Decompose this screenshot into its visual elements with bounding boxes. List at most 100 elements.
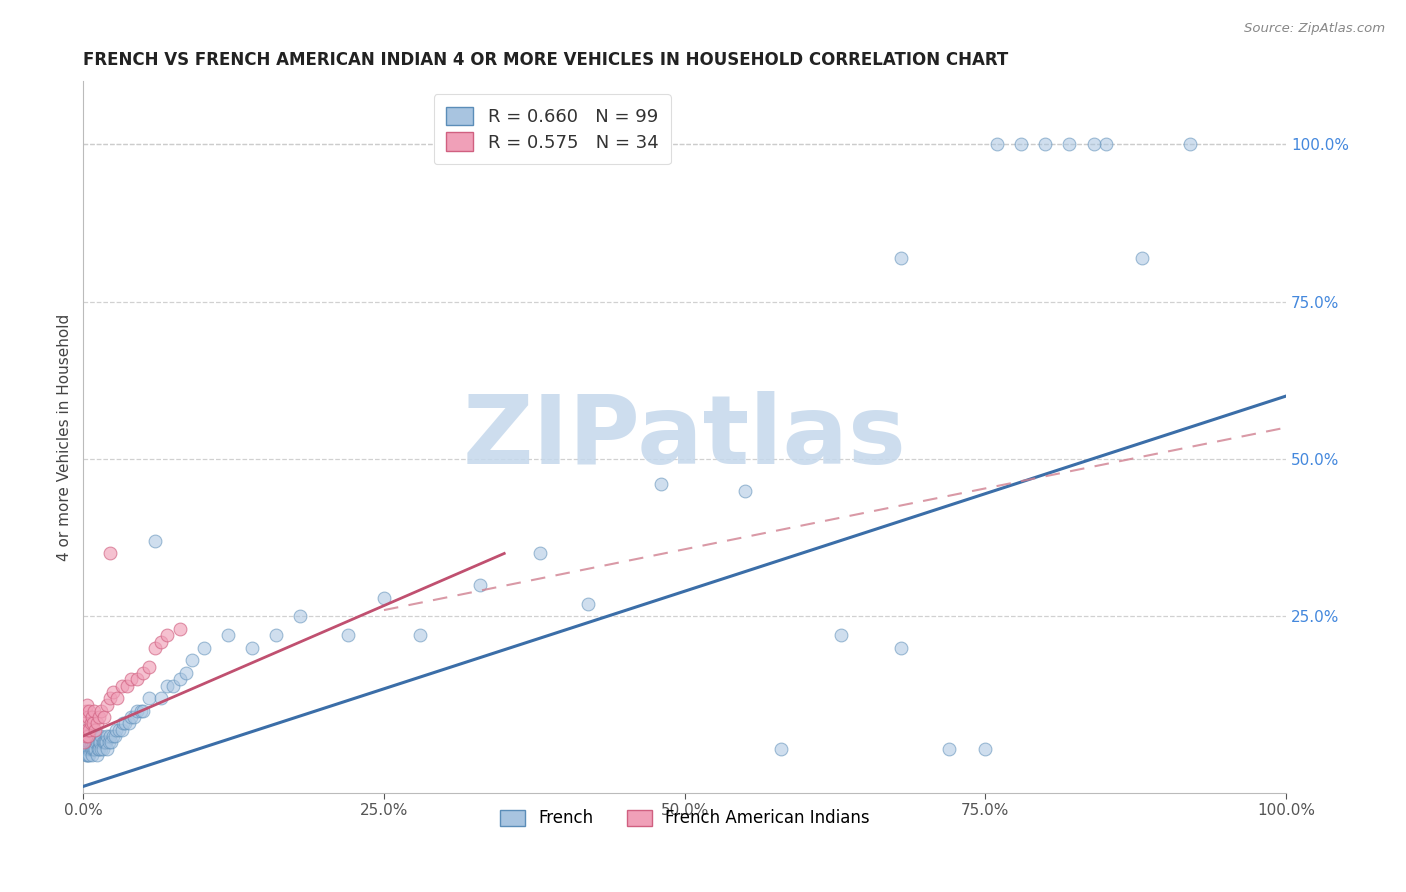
Point [373,591,395,605]
Point [76,723,98,737]
Y-axis label: 4 or more Vehicles in Household: 4 or more Vehicles in Household [58,313,72,561]
Point [75,729,97,743]
Point [145,640,167,655]
Point [87,741,110,756]
Point [93,710,115,724]
Point [83,729,105,743]
Point [111,716,134,731]
Point [650,477,672,491]
Point [127,704,149,718]
Point [156,679,179,693]
Point [169,673,191,687]
Point [97,735,120,749]
Point [75,741,97,756]
Point [115,679,138,693]
Point [79,723,101,737]
Point [122,710,145,724]
Point [174,666,197,681]
Point [336,628,359,642]
Point [1059,137,1081,152]
Text: Source: ZipAtlas.com: Source: ZipAtlas.com [1244,22,1385,36]
Point [79,741,101,756]
Point [91,735,114,749]
Point [104,723,127,737]
Point [91,741,114,756]
Point [82,716,104,731]
Point [82,729,104,743]
Point [409,628,432,642]
Point [86,716,108,731]
Point [114,716,136,731]
Point [79,729,101,743]
Point [890,640,912,655]
Point [75,747,97,762]
Point [138,691,160,706]
Text: FRENCH VS FRENCH AMERICAN INDIAN 4 OR MORE VEHICLES IN HOUSEHOLD CORRELATION CHA: FRENCH VS FRENCH AMERICAN INDIAN 4 OR MO… [83,51,1008,69]
Point [77,729,100,743]
Point [103,729,125,743]
Point [240,640,263,655]
Point [529,546,551,560]
Point [76,741,98,756]
Point [120,673,142,687]
Point [769,741,792,756]
Point [103,729,125,743]
Point [79,729,101,743]
Point [150,634,173,648]
Point [75,723,97,737]
Point [1178,137,1201,152]
Point [79,716,101,731]
Point [578,597,600,611]
Point [80,747,103,762]
Point [82,735,104,749]
Point [77,710,100,724]
Point [77,747,100,762]
Point [87,735,110,749]
Point [1083,137,1105,152]
Point [830,628,852,642]
Point [80,729,103,743]
Point [98,691,121,706]
Point [890,251,912,265]
Point [86,735,108,749]
Point [87,741,110,756]
Point [118,716,141,731]
Point [217,628,239,642]
Point [288,609,311,624]
Point [98,546,121,560]
Point [938,741,960,756]
Point [84,729,107,743]
Point [79,735,101,749]
Point [82,741,104,756]
Point [138,659,160,673]
Point [73,716,96,731]
Point [98,729,121,743]
Point [264,628,287,642]
Point [150,691,173,706]
Point [132,704,155,718]
Point [1130,251,1153,265]
Point [84,735,107,749]
Point [84,723,107,737]
Point [129,704,152,718]
Point [94,735,117,749]
Point [76,747,98,762]
Point [470,578,492,592]
Point [76,698,98,712]
Point [73,735,96,749]
Point [79,747,101,762]
Text: ZIPatlas: ZIPatlas [463,391,907,483]
Point [86,747,108,762]
Point [93,735,115,749]
Point [83,741,105,756]
Point [77,735,100,749]
Point [1094,137,1116,152]
Point [83,704,105,718]
Point [94,735,117,749]
Point [96,729,118,743]
Point [156,628,179,642]
Point [84,741,107,756]
Point [80,710,103,724]
Point [974,741,997,756]
Point [96,741,118,756]
